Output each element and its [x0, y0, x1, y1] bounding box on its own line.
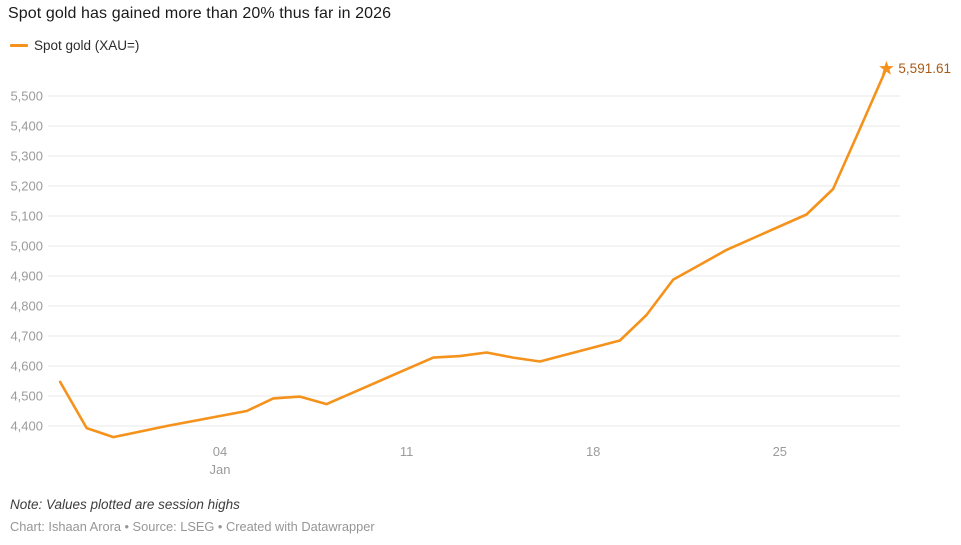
chart-note: Note: Values plotted are session highs	[10, 497, 240, 512]
y-tick-label: 5,400	[10, 119, 43, 134]
y-tick-label: 4,700	[10, 329, 43, 344]
chart-credit: Chart: Ishaan Arora • Source: LSEG • Cre…	[10, 519, 375, 534]
legend: Spot gold (XAU=)	[10, 38, 139, 53]
y-tick-label: 5,100	[10, 209, 43, 224]
y-tick-label: 4,600	[10, 359, 43, 374]
legend-line-swatch	[10, 44, 28, 47]
legend-label: Spot gold (XAU=)	[34, 38, 140, 53]
x-tick-label: 25	[773, 444, 787, 459]
series-line-spot-gold	[58, 67, 888, 439]
x-tick-label: 11	[400, 444, 414, 459]
y-tick-label: 4,500	[10, 389, 43, 404]
chart-title: Spot gold has gained more than 20% thus …	[8, 5, 392, 22]
y-tick-label: 5,500	[10, 89, 43, 104]
x-tick-label: 04	[213, 444, 227, 459]
y-tick-label: 4,800	[10, 299, 43, 314]
x-tick-label: 18	[586, 444, 600, 459]
y-tick-label: 5,300	[10, 149, 43, 164]
y-tick-label: 5,200	[10, 179, 43, 194]
x-tick-sublabel: Jan	[210, 462, 231, 477]
y-tick-label: 4,400	[10, 419, 43, 434]
end-value-label: 5,591.61	[898, 61, 951, 76]
end-marker-star-icon	[879, 60, 894, 75]
y-tick-label: 4,900	[10, 269, 43, 284]
y-tick-label: 5,000	[10, 239, 43, 254]
